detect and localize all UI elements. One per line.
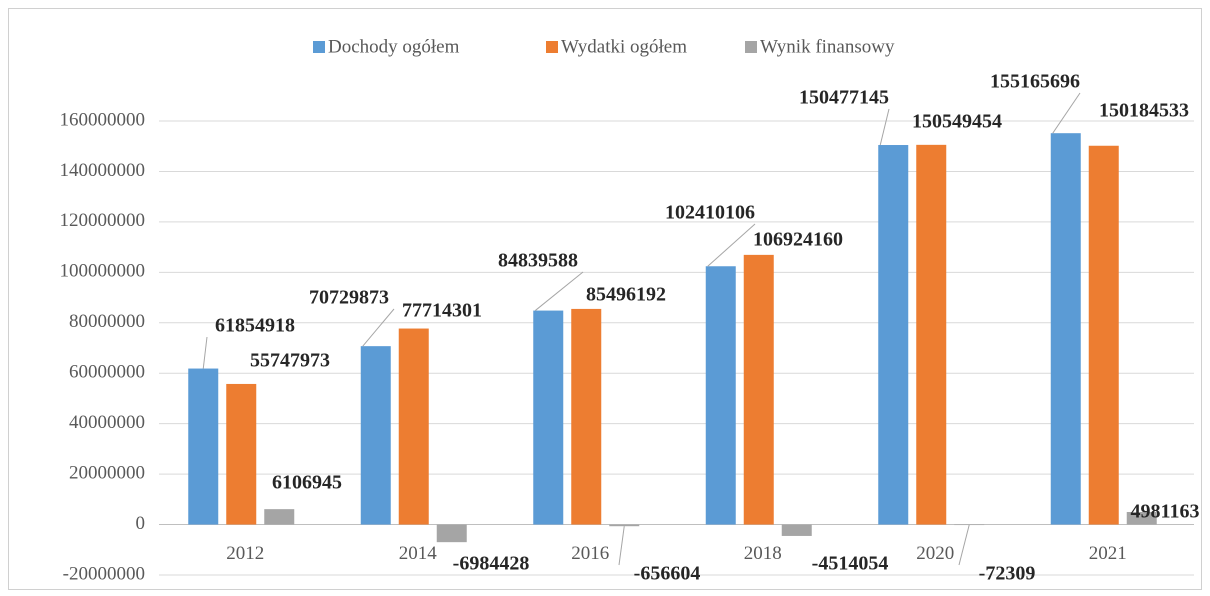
data-label: -6984428 xyxy=(453,553,530,575)
bar xyxy=(436,524,467,543)
y-tick-label: -20000000 xyxy=(63,563,145,584)
data-label: 85496192 xyxy=(586,284,666,306)
leader-line xyxy=(618,526,625,566)
data-label: 155165696 xyxy=(990,71,1080,93)
data-label: 55747973 xyxy=(250,350,330,372)
data-label: 150184533 xyxy=(1099,100,1189,122)
data-label: -656604 xyxy=(634,563,701,585)
data-label: 61854918 xyxy=(215,315,295,337)
data-label: 150477145 xyxy=(799,87,889,109)
y-tick-label: 160000000 xyxy=(60,109,146,130)
legend-label: Dochody ogółem xyxy=(328,36,460,57)
data-label: 70729873 xyxy=(309,287,389,309)
x-tick-label: 2014 xyxy=(399,543,438,564)
bar xyxy=(226,383,257,525)
bar xyxy=(1126,511,1157,525)
leader-line xyxy=(707,223,756,267)
legend-label: Wynik finansowy xyxy=(760,36,895,57)
leader-line xyxy=(1052,92,1081,134)
bar xyxy=(188,368,219,525)
y-tick-label: 60000000 xyxy=(69,362,145,383)
x-tick-label: 2012 xyxy=(226,543,264,564)
y-tick-label: 80000000 xyxy=(69,311,145,332)
data-label: -72309 xyxy=(979,563,1036,585)
x-tick-label: 2016 xyxy=(571,543,609,564)
bar xyxy=(533,310,564,525)
x-tick-label: 2018 xyxy=(744,543,782,564)
data-label: 6106945 xyxy=(272,472,342,494)
data-label: 106924160 xyxy=(753,229,843,251)
bar xyxy=(1050,133,1081,525)
bar xyxy=(1088,145,1119,525)
bar xyxy=(360,346,391,525)
bar xyxy=(609,524,640,527)
y-tick-label: 100000000 xyxy=(60,261,146,282)
bar xyxy=(878,145,909,525)
data-label: -4514054 xyxy=(812,553,889,575)
bar xyxy=(743,254,774,525)
leader-line xyxy=(958,524,970,566)
legend-swatch xyxy=(313,41,325,53)
y-tick-label: 120000000 xyxy=(60,210,146,231)
y-tick-label: 40000000 xyxy=(69,412,145,433)
x-tick-label: 2021 xyxy=(1089,543,1127,564)
data-label: 77714301 xyxy=(402,300,482,322)
data-label: 102410106 xyxy=(665,202,755,224)
data-label: 4981163 xyxy=(1131,501,1200,523)
leader-line xyxy=(202,336,208,369)
bar xyxy=(916,144,947,525)
legend-label: Wydatki ogółem xyxy=(561,36,687,57)
bar xyxy=(398,328,429,525)
legend-swatch xyxy=(745,41,757,53)
data-label: 150549454 xyxy=(912,111,1002,133)
y-tick-label: 140000000 xyxy=(60,160,146,181)
y-tick-label: 0 xyxy=(136,513,146,534)
bar xyxy=(705,266,736,525)
leader-line xyxy=(534,271,584,311)
bar xyxy=(781,524,812,536)
leader-line xyxy=(879,108,890,146)
leader-line xyxy=(362,308,395,347)
bar xyxy=(264,509,295,525)
bar xyxy=(571,308,602,525)
legend-swatch xyxy=(546,41,558,53)
y-tick-label: 20000000 xyxy=(69,462,145,483)
x-tick-label: 2020 xyxy=(916,543,954,564)
data-label: 84839588 xyxy=(498,250,578,272)
